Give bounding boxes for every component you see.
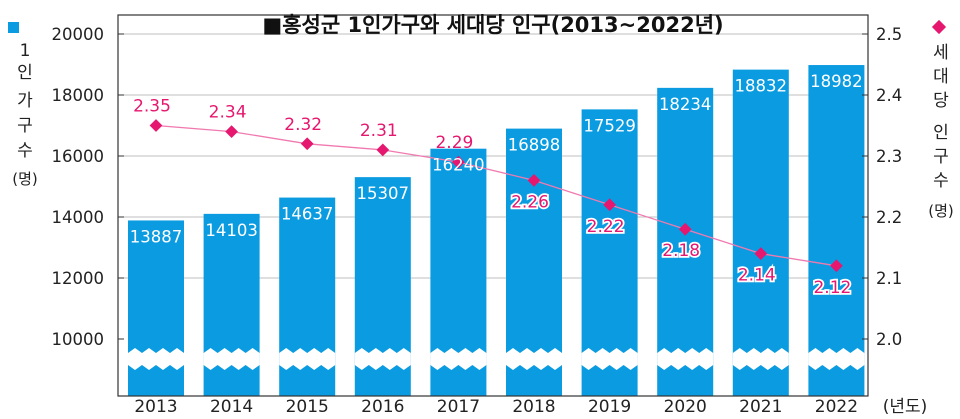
bar-value-label: 14637 [281, 205, 334, 224]
right-tick-label: 2.3 [876, 147, 902, 166]
left-axis-label-char: 가 [17, 91, 33, 111]
plot-frame [117, 14, 869, 397]
x-tick-label: 2022 [815, 397, 858, 417]
data-labels: 13887 14103 14637 15307 16240 16898 17529 18234… [130, 72, 863, 300]
line-value-label: 2.32 [284, 115, 322, 135]
x-tick-label: 2021 [739, 397, 782, 417]
bar-value-label: 16898 [508, 136, 561, 155]
axis-break-mark [732, 348, 789, 370]
left-tick-label: 16000 [52, 147, 105, 166]
right-tick-label: 2.0 [876, 330, 902, 349]
axis-break-mark [657, 348, 714, 370]
line-value-label: 2.26 [511, 192, 549, 212]
axis-break-mark [279, 348, 336, 370]
bar [128, 220, 184, 396]
left-tick-label: 10000 [52, 330, 105, 349]
axis-break-mark [354, 348, 411, 370]
right-tick-label: 2.1 [876, 269, 902, 288]
right-axis-label-char: 당 [933, 91, 949, 111]
bar [732, 69, 789, 397]
x-tick-label: 2014 [210, 397, 253, 417]
right-axis-label-char: 세 [933, 43, 949, 63]
right-tick-label: 2.5 [876, 25, 902, 44]
line-path [155, 124, 837, 267]
bar-value-label: 18982 [810, 72, 863, 91]
right-axis-label-char: 인 [933, 123, 949, 143]
axis-break-mark [430, 348, 487, 370]
line-value-label: 2.34 [209, 103, 247, 123]
line-point-marker [149, 119, 163, 132]
right-axis-label-char: 대 [933, 67, 949, 87]
x-tick-label: 2020 [664, 397, 707, 417]
left-tick-label: 18000 [52, 86, 105, 105]
right-tick-label: 2.4 [876, 86, 902, 105]
left-axis-label-char: 인 [17, 63, 33, 83]
line-value-label: 2.14 [738, 266, 776, 286]
right-axis-label-char: 구 [933, 147, 949, 167]
bar-value-label: 15307 [357, 184, 410, 203]
line-point-marker [300, 137, 314, 151]
axis-break-marks [128, 348, 865, 370]
line-value-label: 2.22 [587, 217, 625, 237]
axes: 1000012000140001600018000200002.02.12.22… [52, 25, 903, 417]
axis-break-mark [581, 348, 638, 370]
bar-value-label: 14103 [205, 221, 258, 240]
x-tick-label: 2013 [134, 397, 177, 417]
x-tick-label: 2016 [361, 397, 404, 417]
right-axis-label-char: (명) [928, 202, 954, 220]
bar [581, 109, 638, 396]
left-tick-label: 20000 [52, 25, 105, 44]
line-value-label: 2.18 [662, 241, 700, 261]
bar-value-label: 18832 [735, 77, 788, 96]
right-tick-label: 2.2 [876, 208, 902, 227]
x-tick-label: 2017 [437, 397, 480, 417]
bar-value-label: 17529 [583, 116, 636, 135]
legend-bar-swatch-icon [8, 22, 19, 33]
axis-break-mark [506, 348, 562, 370]
left-axis-label-char: (명) [12, 170, 38, 188]
line-point-marker [376, 143, 390, 157]
bar-value-label: 18234 [659, 95, 712, 114]
left-tick-label: 12000 [52, 269, 105, 288]
x-tick-label: 2019 [588, 397, 631, 417]
axis-break-mark [128, 348, 184, 370]
line-value-label: 2.12 [813, 278, 851, 298]
left-axis-label-char: 구 [17, 116, 33, 136]
left-axis-label-char: 수 [17, 141, 33, 161]
x-axis-unit-label: (년도) [883, 397, 928, 417]
bar [808, 65, 865, 396]
bar-value-label: 16240 [432, 156, 485, 175]
line-value-label: 2.29 [435, 133, 473, 153]
axis-break-mark [203, 348, 260, 370]
left-axis-label-char: 1 [20, 41, 31, 61]
line-value-label: 2.31 [360, 121, 398, 141]
x-tick-label: 2015 [286, 397, 329, 417]
x-tick-label: 2018 [512, 397, 555, 417]
line-point-marker [452, 155, 465, 169]
chart-title: ■홍성군 1인가구와 세대당 인구(2013~2022년) [262, 13, 723, 37]
bar-value-label: 13887 [130, 227, 183, 246]
left-tick-label: 14000 [52, 208, 105, 227]
axis-break-mark [808, 348, 865, 370]
right-axis-label-char: 수 [933, 171, 949, 191]
bar [657, 87, 714, 396]
legend-line-diamond-icon [931, 19, 947, 35]
line-value-label: 2.35 [133, 97, 171, 117]
